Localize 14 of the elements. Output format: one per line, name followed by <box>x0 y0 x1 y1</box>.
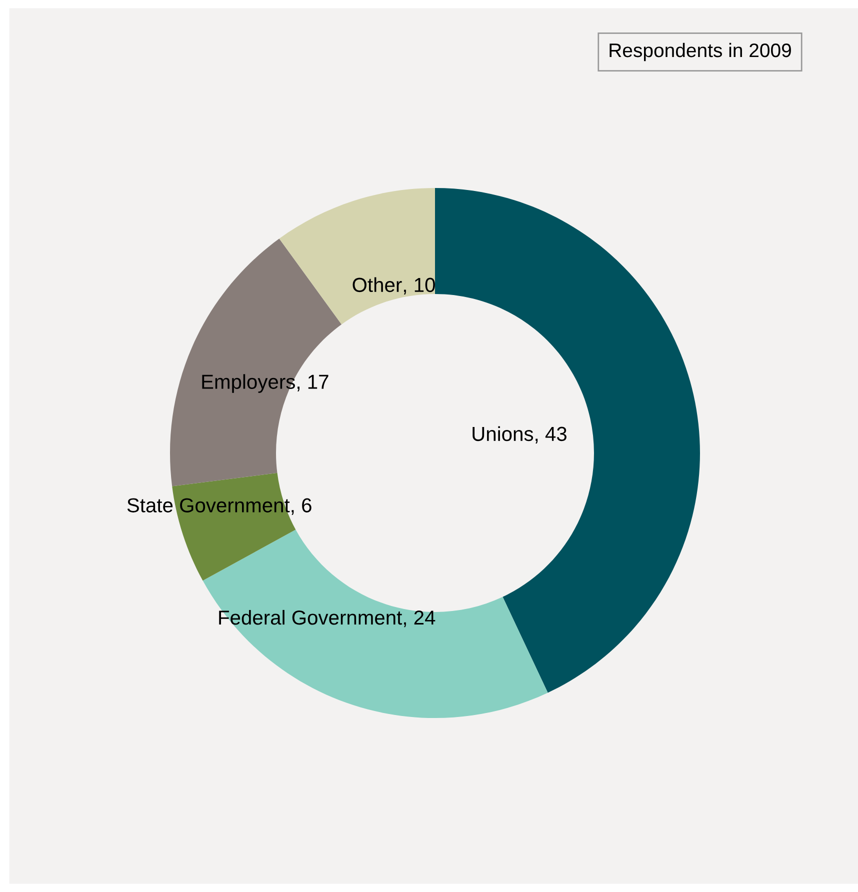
donut-slice <box>279 188 435 324</box>
donut-slice <box>202 530 548 718</box>
data-label: , 17 <box>297 374 328 392</box>
slice-label: Unions <box>472 426 534 442</box>
donut-slice <box>435 188 700 693</box>
data-label: , 24 <box>404 610 436 628</box>
chart-title: Respondents in 2009 <box>610 42 791 62</box>
data-label: , 10 <box>404 278 435 294</box>
slice-label: Other <box>352 277 402 292</box>
data-label: , 6 <box>292 498 312 515</box>
slice-label: Federal Government <box>219 610 402 625</box>
donut-slice <box>172 472 296 581</box>
donut-slice <box>170 238 342 486</box>
data-label: , 43 <box>536 426 566 444</box>
